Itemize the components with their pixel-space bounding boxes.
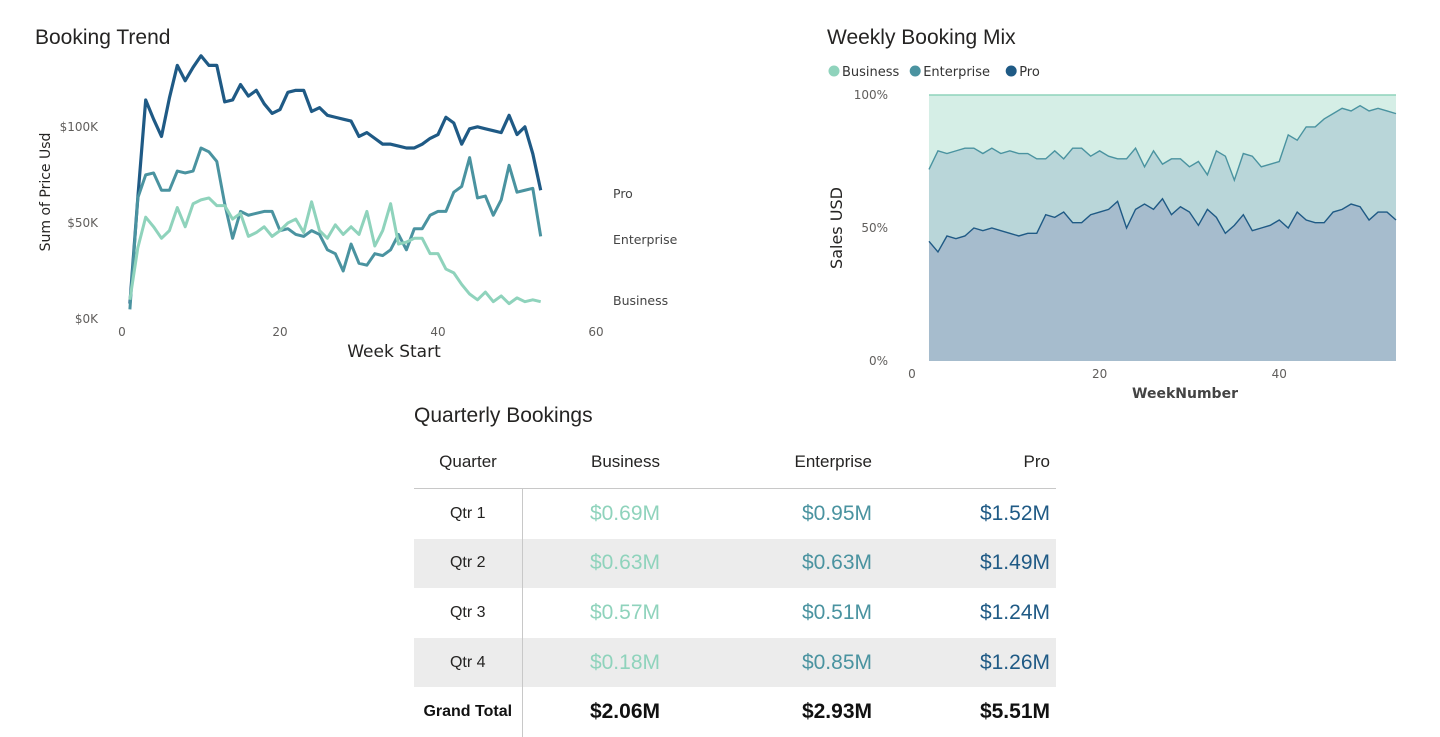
column-header-pro[interactable]: Pro — [878, 436, 1056, 489]
booking-trend-visual[interactable]: Booking Trend 0 20 40 60 $0K $50K $100K Pro Ent… — [0, 0, 720, 400]
trend-series-label-business: Business — [613, 293, 668, 308]
legend-enterprise-marker — [909, 65, 921, 77]
row-header-quarter: Qtr 4 — [414, 637, 523, 688]
cell-pro-total: $5.51M — [979, 700, 1050, 724]
legend-business-label[interactable]: Business — [842, 65, 900, 80]
booking-trend-title: Booking Trend — [35, 26, 171, 49]
mix-area-pro-edge — [928, 197, 1397, 254]
column-header-business[interactable]: Business — [522, 436, 700, 489]
mix-x-axis-title: WeekNumber — [1132, 386, 1238, 400]
table-row[interactable]: Qtr 3 $0.57M $0.51M $1.24M — [414, 588, 1056, 638]
quarterly-bookings-visual[interactable]: Quarterly Bookings Quarter Business Ente… — [414, 400, 1056, 737]
trend-x-tick-label: 0 — [118, 325, 126, 339]
cell-enterprise: $0.95M — [801, 501, 872, 525]
cell-enterprise-total: $2.93M — [801, 700, 872, 724]
cell-business: $0.63M — [522, 538, 700, 589]
trend-y-axis-title: Sum of Price Usd — [38, 133, 54, 252]
mix-area-enterprise-edge — [928, 104, 1397, 183]
trend-y-tick-label: $50K — [67, 216, 99, 230]
trend-series-enterprise-line[interactable] — [128, 146, 543, 310]
cell-pro: $1.49M — [878, 538, 1056, 589]
mix-x-tick-label: 20 — [1092, 367, 1107, 381]
cell-enterprise: $0.63M — [700, 538, 878, 589]
mix-area-pro[interactable] — [928, 198, 1396, 361]
trend-x-tick-label: 20 — [272, 325, 287, 339]
cell-enterprise: $0.51M — [801, 600, 872, 624]
weekly-booking-mix-visual[interactable]: Weekly Booking Mix Business Enterprise Pro… — [720, 0, 1440, 400]
cell-business: $0.57M — [589, 600, 660, 624]
cell-business-total: $2.06M — [589, 700, 660, 724]
legend-business-marker — [828, 65, 840, 77]
weekly-booking-mix-title: Weekly Booking Mix — [827, 26, 1016, 49]
trend-x-axis-title: Week Start — [347, 342, 441, 362]
mix-y-tick-label: 100% — [854, 88, 888, 102]
cell-pro: $1.52M — [979, 501, 1050, 525]
trend-y-tick-label: $100K — [60, 120, 100, 134]
row-header-grand-total: Grand Total — [414, 687, 523, 737]
mix-x-tick-label: 40 — [1272, 367, 1287, 381]
mix-x-tick-label: 0 — [908, 367, 916, 381]
cell-pro: $1.26M — [878, 637, 1056, 688]
quarterly-bookings-matrix: Quarter Business Enterprise Pro Qtr 1 $0… — [414, 436, 1056, 737]
legend-enterprise-label[interactable]: Enterprise — [923, 65, 990, 80]
mix-y-axis-title: Sales USD — [827, 187, 846, 269]
table-header-row: Quarter Business Enterprise Pro — [414, 436, 1056, 489]
trend-series-label-enterprise: Enterprise — [613, 232, 678, 247]
table-row[interactable]: Qtr 1 $0.69M $0.95M $1.52M — [414, 488, 1056, 539]
cell-business: $0.69M — [589, 501, 660, 525]
trend-series-business-line[interactable] — [128, 196, 542, 306]
legend-pro-marker — [1005, 65, 1017, 77]
trend-series-pro-line[interactable] — [128, 54, 543, 304]
column-header-quarter[interactable]: Quarter — [414, 436, 522, 489]
table-row[interactable]: Qtr 2 $0.63M $0.63M $1.49M — [414, 538, 1056, 589]
row-header-quarter: Qtr 2 — [414, 538, 523, 589]
row-header-quarter: Qtr 3 — [414, 588, 523, 638]
column-header-enterprise[interactable]: Enterprise — [700, 436, 878, 489]
weekly-booking-mix-chart: Business Enterprise Pro 0 20 40 0% 50% 100% Wee… — [827, 65, 1397, 400]
row-header-quarter: Qtr 1 — [414, 488, 523, 539]
trend-x-tick-label: 40 — [430, 325, 445, 339]
quarterly-bookings-title: Quarterly Bookings — [414, 404, 593, 427]
cell-enterprise: $0.85M — [700, 637, 878, 688]
cell-pro: $1.24M — [979, 600, 1050, 624]
mix-y-tick-label: 50% — [861, 221, 888, 235]
legend-pro-label[interactable]: Pro — [1019, 65, 1040, 80]
table-row[interactable]: Qtr 4 $0.18M $0.85M $1.26M — [414, 637, 1056, 688]
booking-trend-chart: 0 20 40 60 $0K $50K $100K Pro Enterprise Busines… — [38, 54, 678, 362]
trend-y-tick-label: $0K — [75, 312, 99, 326]
trend-series-label-pro: Pro — [613, 186, 633, 201]
cell-business: $0.18M — [522, 637, 700, 688]
trend-x-tick-label: 60 — [588, 325, 603, 339]
mix-y-tick-label: 0% — [869, 354, 888, 368]
mix-area-enterprise[interactable] — [928, 105, 1396, 252]
grand-total-row[interactable]: Grand Total $2.06M $2.93M $5.51M — [414, 687, 1056, 737]
